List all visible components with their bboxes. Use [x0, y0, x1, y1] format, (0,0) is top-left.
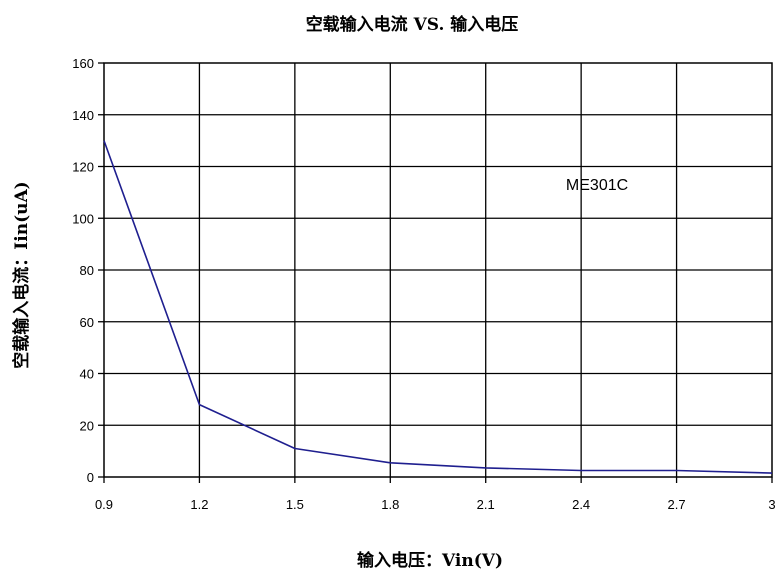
chart-title: 空载输入电流 VS. 输入电压 — [306, 14, 519, 35]
x-tick-label: 3 — [768, 497, 775, 512]
x-axis-title: 输入电压：Vin(V) — [357, 550, 503, 571]
y-tick-label: 60 — [80, 315, 94, 330]
y-tick-label: 80 — [80, 263, 94, 278]
series-line — [103, 140, 773, 474]
y-axis-ticks: 0 20 40 60 80 100 120 140 160 — [72, 56, 104, 485]
x-tick-label: 1.8 — [381, 497, 399, 512]
y-tick-label: 140 — [72, 108, 94, 123]
x-tick-label: 0.9 — [95, 497, 113, 512]
x-tick-label: 1.5 — [286, 497, 304, 512]
x-tick-label: 2.1 — [477, 497, 495, 512]
grid-lines — [104, 63, 772, 477]
y-tick-label: 120 — [72, 160, 94, 175]
y-tick-label: 100 — [72, 211, 94, 226]
x-tick-label: 2.4 — [572, 497, 590, 512]
x-axis-ticks: 0.9 1.2 1.5 1.8 2.1 2.4 2.7 3 — [95, 477, 776, 512]
series-annotation: ME301C — [566, 177, 628, 194]
y-axis-title: 空载输入电流：Iin(uA) — [11, 181, 32, 368]
y-tick-label: 160 — [72, 56, 94, 71]
x-tick-label: 2.7 — [668, 497, 686, 512]
annotation-layer: ME301C — [566, 177, 628, 194]
series-layer — [103, 140, 773, 474]
x-tick-label: 1.2 — [190, 497, 208, 512]
y-tick-label: 40 — [80, 367, 94, 382]
y-tick-label: 20 — [80, 418, 94, 433]
y-tick-label: 0 — [87, 470, 94, 485]
